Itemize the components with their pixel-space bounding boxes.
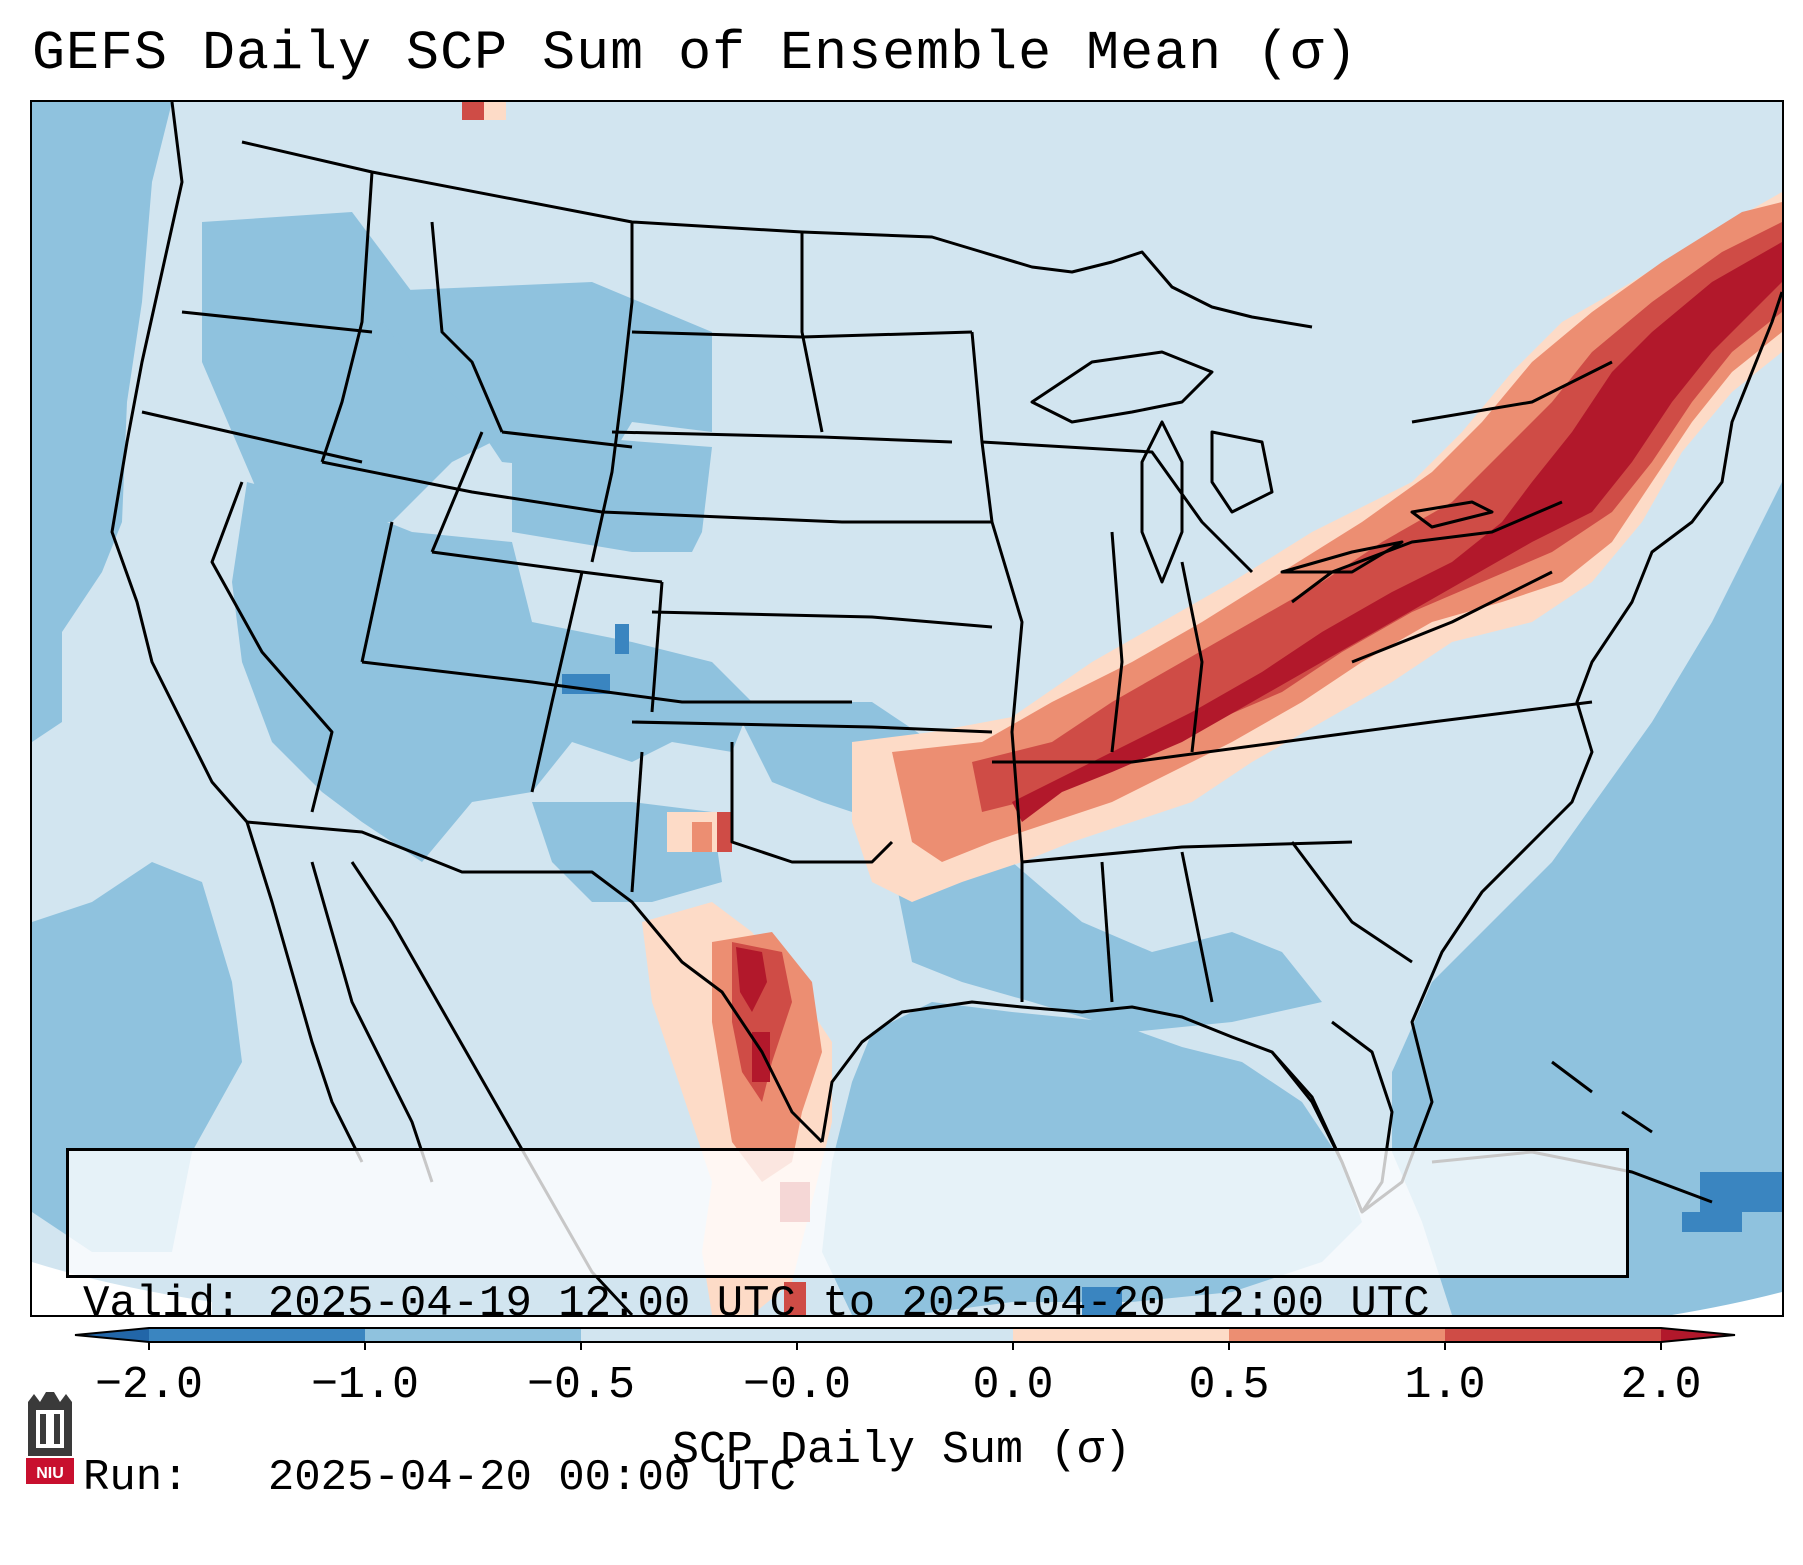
scp-canada-high bbox=[462, 102, 484, 120]
strong-neg-caribbean bbox=[1700, 1172, 1782, 1212]
scp-canada-light bbox=[484, 102, 506, 120]
colorbar-tick-2: −0.5 bbox=[526, 1360, 636, 1411]
colorbar-tick-0: −2.0 bbox=[94, 1360, 204, 1411]
colorbar-bin-0 bbox=[149, 1328, 366, 1342]
scp-texas-max bbox=[736, 947, 767, 1012]
svg-text:NIU: NIU bbox=[36, 1465, 64, 1482]
colorbar-over-arrow bbox=[1661, 1328, 1735, 1342]
scp-max-band bbox=[1012, 242, 1782, 822]
scp-high-band bbox=[972, 222, 1782, 812]
bahamas bbox=[1551, 1060, 1653, 1134]
political-boundaries bbox=[110, 102, 1782, 1315]
atlantic-ocean-area bbox=[1392, 482, 1782, 1315]
scp-nm-high bbox=[717, 812, 732, 852]
scp-nm-moderate bbox=[692, 822, 712, 852]
baja-peninsula bbox=[310, 861, 434, 1183]
strong-neg-south bbox=[1082, 1287, 1122, 1315]
pacific-ocean-area bbox=[32, 102, 172, 742]
scp-map-panel bbox=[30, 100, 1784, 1317]
lake-superior bbox=[1030, 350, 1214, 424]
colorbar-tick-1: −1.0 bbox=[310, 1360, 420, 1411]
scp-mexico-high-3 bbox=[784, 1282, 806, 1315]
colorbar-under-arrow bbox=[75, 1328, 149, 1342]
neg-patch-rockies bbox=[362, 282, 712, 472]
valid-time-line: Valid: 2025-04-19 12:00 UTC to 2025-04-2… bbox=[83, 1279, 1430, 1329]
atlantic-coast bbox=[1361, 291, 1782, 1214]
lake-huron bbox=[1210, 430, 1274, 514]
strong-neg-caribbean-2 bbox=[1682, 1212, 1742, 1232]
colorbar-bin-6 bbox=[1445, 1328, 1662, 1342]
colorbar-bin-5 bbox=[1229, 1328, 1446, 1342]
colorbar-bin-4 bbox=[1013, 1328, 1230, 1342]
colorbar-tick-4: 0.0 bbox=[972, 1360, 1054, 1411]
colorbar-tick-3: −0.0 bbox=[742, 1360, 852, 1411]
validity-info-box: Valid: 2025-04-19 12:00 UTC to 2025-04-2… bbox=[66, 1148, 1629, 1503]
colorbar-bin-2 bbox=[581, 1328, 798, 1342]
lake-erie bbox=[1280, 540, 1404, 574]
projection-corner-right bbox=[1672, 1292, 1782, 1315]
colorbar-bin-3 bbox=[797, 1328, 1014, 1342]
colorbar-tick-labels: −2.0 −1.0 −0.5 −0.0 0.0 0.5 1.0 2.0 bbox=[0, 1360, 1803, 1420]
strong-neg-colorado-1 bbox=[615, 624, 629, 654]
pacific-coast bbox=[110, 102, 364, 1163]
colorbar bbox=[74, 1327, 1736, 1350]
us-mexico-border bbox=[246, 820, 824, 1144]
map-title: GEFS Daily SCP Sum of Ensemble Mean (σ) bbox=[32, 22, 1359, 85]
colorbar-tick-6: 1.0 bbox=[1404, 1360, 1486, 1411]
colorbar-tick-5: 0.5 bbox=[1188, 1360, 1270, 1411]
canada-border bbox=[241, 140, 1313, 329]
lake-michigan bbox=[1140, 420, 1184, 584]
lake-ontario bbox=[1410, 500, 1494, 529]
gulf-coast bbox=[820, 1000, 1364, 1213]
colorbar-label: SCP Daily Sum (σ) bbox=[671, 1425, 1132, 1476]
run-time-line: Run: 2025-04-20 00:00 UTC bbox=[83, 1453, 796, 1503]
scp-moderate-band bbox=[892, 202, 1782, 862]
colorbar-bin-1 bbox=[365, 1328, 582, 1342]
scp-map bbox=[32, 102, 1782, 1315]
neg-patch-great-basin bbox=[232, 482, 752, 862]
neg-patch-wyoming bbox=[512, 432, 712, 552]
niu-logo: NIU bbox=[26, 1392, 74, 1484]
colorbar-tick-7: 2.0 bbox=[1620, 1360, 1702, 1411]
